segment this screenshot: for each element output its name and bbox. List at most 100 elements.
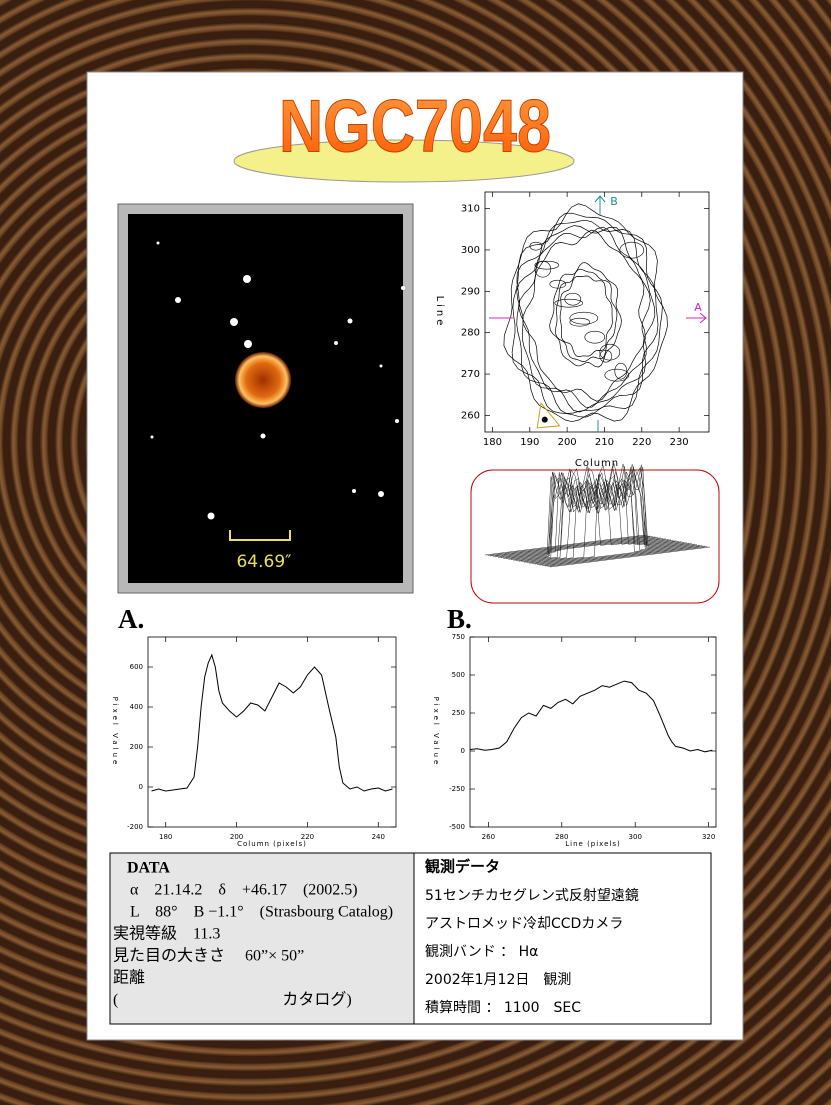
y-tick-label: 270 bbox=[461, 369, 480, 380]
x-tick-label: 230 bbox=[670, 437, 689, 448]
contour-line bbox=[549, 262, 622, 368]
surface-line bbox=[529, 468, 690, 564]
scale-bar bbox=[229, 530, 291, 541]
contour-line bbox=[614, 362, 628, 380]
y-tick-label: -250 bbox=[449, 785, 465, 793]
y-tick-label: 310 bbox=[461, 204, 480, 215]
y-tick-label: 290 bbox=[461, 286, 480, 297]
y-axis-label: Pixel Value bbox=[432, 697, 440, 768]
y-axis-label: Pixel Value bbox=[111, 697, 119, 768]
contour-line bbox=[522, 229, 646, 402]
y-tick-label: 0 bbox=[461, 747, 465, 755]
table-row: 積算時間 ： 1100 SEC bbox=[425, 1000, 581, 1016]
x-tick-label: 220 bbox=[632, 437, 651, 448]
surface-line bbox=[536, 544, 698, 565]
contour-line bbox=[619, 241, 645, 259]
table-row: 実視等級 11.3 bbox=[113, 925, 220, 943]
x-tick-label: 280 bbox=[555, 833, 568, 841]
arrow bbox=[594, 195, 606, 432]
contour-line bbox=[534, 260, 560, 270]
surface-plot bbox=[484, 463, 711, 568]
table-row: 観測バンド ： Hα bbox=[425, 943, 538, 960]
y-tick-label: 200 bbox=[130, 743, 143, 751]
x-axis-label: Line (pixels) bbox=[565, 840, 621, 848]
surface-line bbox=[510, 463, 672, 561]
plot-frame bbox=[484, 191, 710, 433]
profile-line bbox=[469, 680, 713, 753]
y-tick-label: 300 bbox=[461, 245, 480, 256]
y-tick-label: 250 bbox=[452, 709, 465, 717]
contour-line bbox=[559, 275, 613, 357]
x-tick-label: 190 bbox=[520, 437, 539, 448]
x-tick-label: 320 bbox=[702, 833, 715, 841]
surface-line bbox=[547, 546, 708, 567]
scale-label: 64.69″ bbox=[236, 552, 291, 572]
title-ellipse bbox=[233, 139, 575, 183]
contour-line bbox=[516, 219, 659, 414]
table-row: L 88° B −1.1° (Strasbourg Catalog) bbox=[130, 904, 393, 921]
star-marker bbox=[541, 416, 548, 423]
surface-line bbox=[534, 471, 695, 565]
star-triangle bbox=[536, 401, 561, 429]
x-tick-label: 240 bbox=[372, 833, 385, 841]
surface-line bbox=[523, 467, 685, 563]
contour-line bbox=[555, 268, 618, 362]
x-tick-label: 180 bbox=[483, 437, 502, 448]
arrow bbox=[489, 312, 707, 324]
surface-line bbox=[495, 536, 656, 558]
y-tick-label: -200 bbox=[127, 823, 143, 831]
x-axis-label: Column (pixels) bbox=[237, 840, 307, 848]
surface-line bbox=[518, 466, 679, 562]
y-tick-label: 400 bbox=[130, 703, 143, 711]
contour-line bbox=[503, 203, 668, 423]
surface-line bbox=[526, 468, 687, 563]
table-row: アストロメッド冷却CCDカメラ bbox=[425, 916, 623, 932]
y-tick-label: 600 bbox=[130, 663, 143, 671]
table-row: 2002年1月12日 観測 bbox=[425, 971, 571, 988]
x-tick-label: 200 bbox=[230, 833, 243, 841]
panel-label: B. bbox=[447, 604, 472, 634]
surface-line bbox=[542, 545, 703, 566]
annotation: A bbox=[694, 301, 702, 314]
table-title: DATA bbox=[127, 860, 170, 877]
surface-line bbox=[544, 545, 705, 567]
data-box bbox=[109, 852, 415, 1025]
plot-frame bbox=[147, 636, 397, 828]
contour-line bbox=[604, 368, 630, 382]
contour-line bbox=[518, 226, 651, 408]
surface-line bbox=[516, 464, 677, 562]
x-tick-label: 300 bbox=[629, 833, 642, 841]
surface-frame bbox=[470, 469, 720, 604]
x-tick-label: 200 bbox=[558, 437, 577, 448]
contour-line bbox=[569, 311, 599, 325]
x-tick-label: 180 bbox=[159, 833, 172, 841]
surface-line bbox=[497, 537, 659, 558]
y-tick-label: 0 bbox=[139, 783, 143, 791]
y-tick-label: -500 bbox=[449, 823, 465, 831]
x-tick-label: 220 bbox=[301, 833, 314, 841]
y-tick-label: 500 bbox=[452, 671, 465, 679]
y-tick-label: 260 bbox=[461, 410, 480, 421]
panel-label: A. bbox=[118, 604, 144, 634]
y-tick-label: 750 bbox=[452, 633, 465, 641]
nebula bbox=[235, 352, 291, 408]
obs-box bbox=[413, 852, 712, 1025]
table-row: 距離 bbox=[113, 969, 145, 987]
stars bbox=[150, 241, 405, 520]
surface-line bbox=[539, 544, 700, 566]
contour-line bbox=[534, 260, 552, 278]
surface-line bbox=[492, 536, 653, 557]
contour-line bbox=[584, 330, 606, 344]
table-row: 見た目の大きさ 60”× 50” bbox=[113, 947, 304, 965]
y-axis-label: Line bbox=[434, 296, 445, 329]
contour-line bbox=[599, 349, 613, 363]
surface-line bbox=[490, 535, 651, 557]
contour-line bbox=[511, 212, 663, 418]
y-tick-label: 280 bbox=[461, 328, 480, 339]
surface-line bbox=[521, 464, 682, 562]
x-tick-label: 260 bbox=[482, 833, 495, 841]
contour-line bbox=[554, 298, 584, 308]
table-row: 51センチカセグレン式反射望遠鏡 bbox=[425, 888, 639, 904]
surface-line bbox=[549, 546, 711, 568]
